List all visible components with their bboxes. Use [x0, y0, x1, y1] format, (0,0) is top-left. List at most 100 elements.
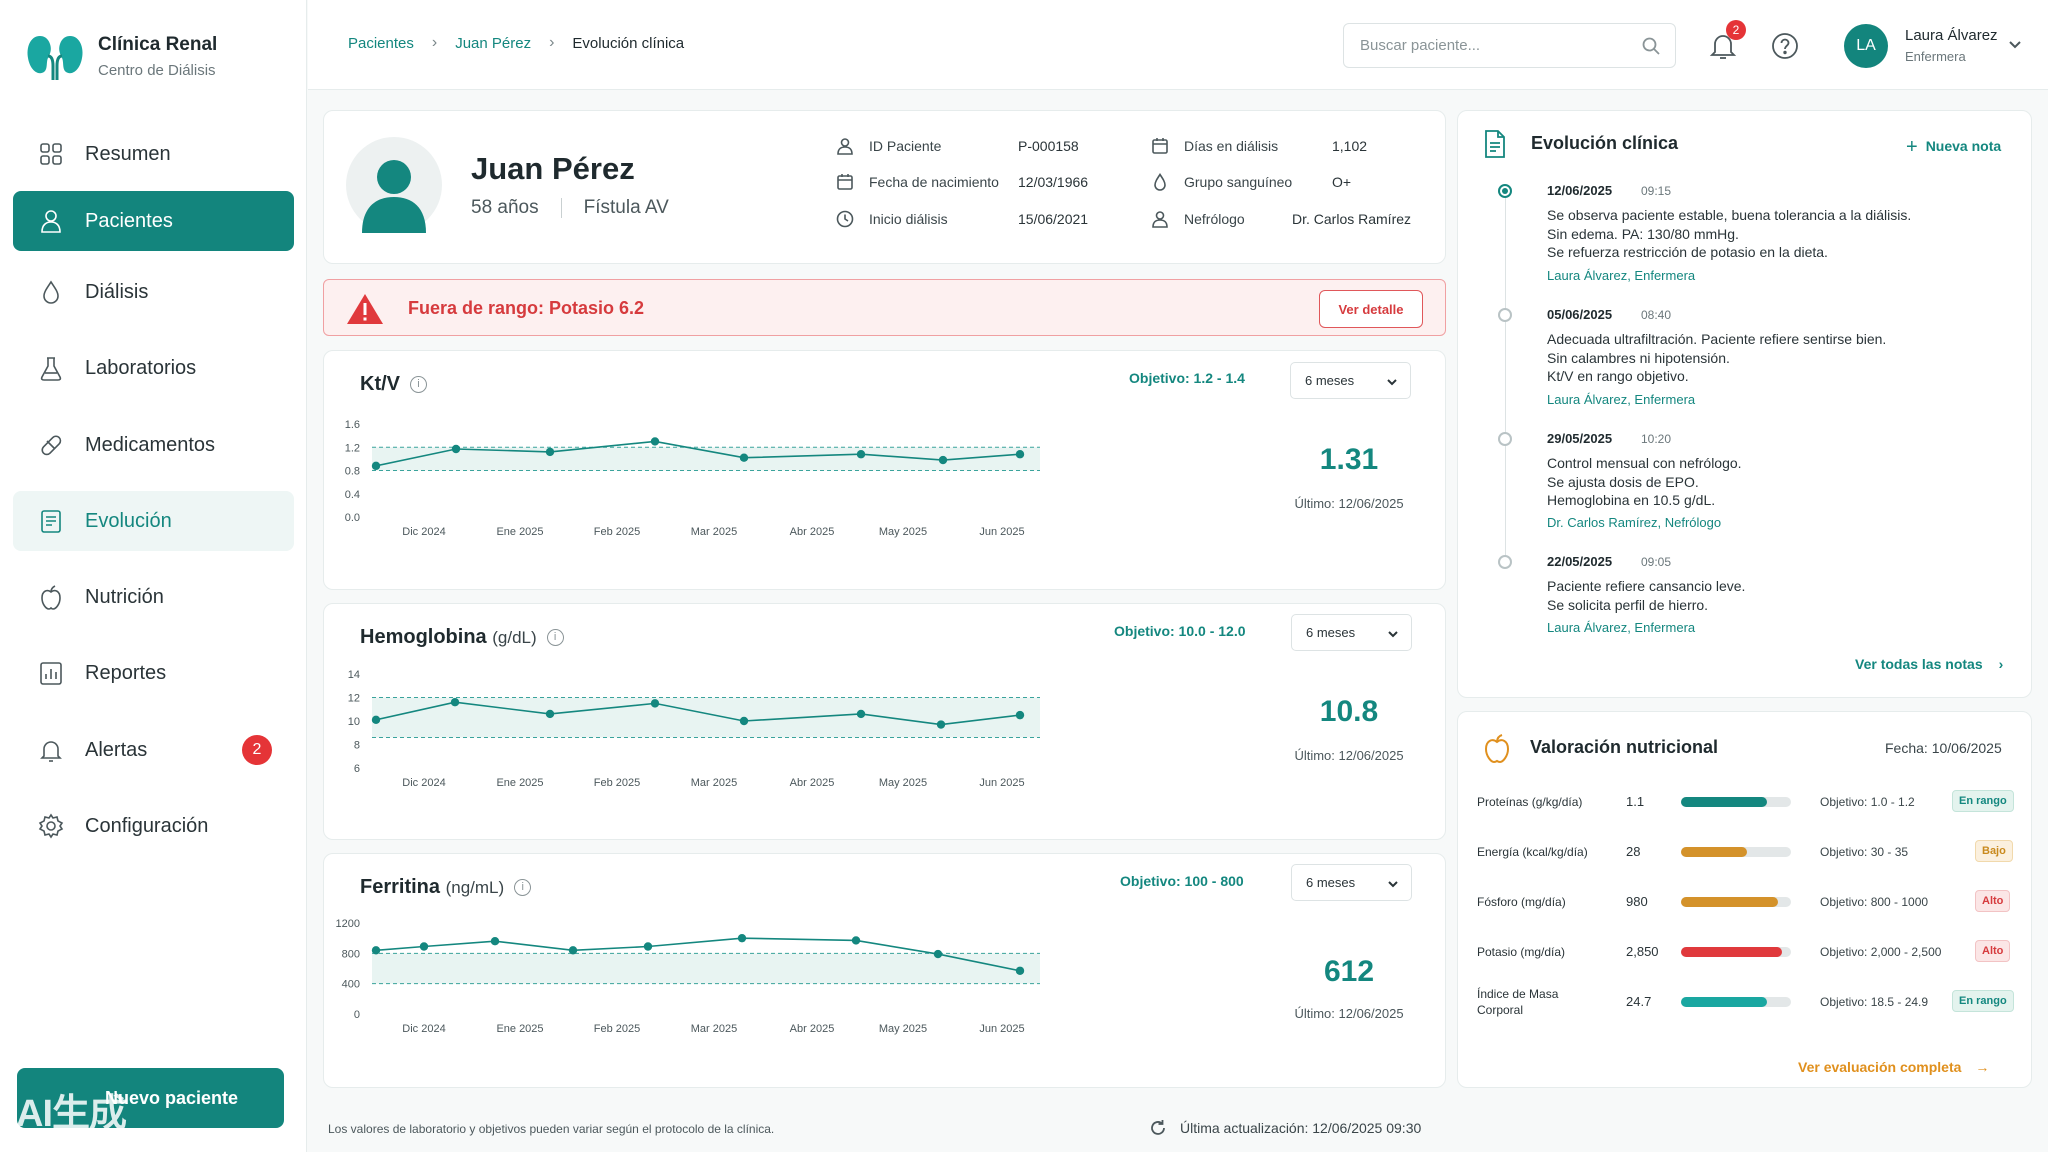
nutrition-bar-fill — [1681, 847, 1747, 857]
x-tick-label: Abr 2025 — [790, 777, 835, 789]
sidebar-item-configuracion[interactable]: Configuración — [13, 796, 294, 856]
target-band — [372, 697, 1040, 738]
chart-card-hemoglobina: Hemoglobina (g/dL) i Objetivo: 10.0 - 12.… — [323, 603, 1446, 840]
new-patient-button[interactable]: Nuevo paciente — [17, 1068, 284, 1128]
range-select[interactable]: 6 meses — [1291, 614, 1412, 651]
bar-chart-icon — [40, 662, 62, 685]
breadcrumb-pacientes[interactable]: Pacientes — [348, 34, 414, 52]
note-time: 08:40 — [1641, 308, 1672, 322]
range-select[interactable]: 6 meses — [1291, 864, 1412, 901]
ferritina-line-chart: 1200 800 400 0 Dic 2024 Ene 2025 Feb 2025 Mar 2… — [336, 918, 1040, 1035]
data-point — [737, 933, 747, 943]
x-tick-label: Jun 2025 — [979, 526, 1024, 538]
chevron-down-icon[interactable] — [2008, 38, 2022, 52]
sidebar-item-label: Diálisis — [85, 280, 149, 303]
patient-age: 58 años — [471, 197, 539, 218]
nutrition-row-objective: Objetivo: 1.0 - 1.2 — [1820, 795, 1915, 809]
data-point — [1015, 450, 1025, 459]
brand[interactable]: Clínica Renal Centro de Diálisis — [26, 28, 217, 84]
sidebar-item-label: Alertas — [85, 738, 148, 761]
note-author[interactable]: Dr. Carlos Ramírez, Nefrólogo — [1547, 515, 1722, 530]
notes-icon — [41, 510, 61, 533]
brand-subtitle: Centro de Diálisis — [98, 61, 216, 79]
data-point — [643, 942, 653, 951]
avatar[interactable]: LA — [1844, 24, 1888, 68]
chevron-down-icon — [1387, 379, 1397, 386]
sidebar-item-resumen[interactable]: Resumen — [13, 124, 294, 184]
nutrition-row-value: 980 — [1626, 894, 1648, 909]
info-icon[interactable]: i — [546, 629, 564, 647]
note-author[interactable]: Laura Álvarez, Enfermera — [1547, 620, 1696, 635]
grid-icon — [40, 143, 62, 165]
note-time: 10:20 — [1641, 432, 1672, 446]
note-author[interactable]: Laura Álvarez, Enfermera — [1547, 268, 1696, 283]
note-line: Kt/V en rango objetivo. — [1547, 368, 1689, 384]
x-tick-label: Jun 2025 — [979, 777, 1024, 789]
pill-icon — [41, 435, 62, 456]
all-notes-link[interactable]: Ver todas las notas › — [1855, 656, 2003, 672]
chevron-down-icon — [1388, 631, 1398, 638]
user-name[interactable]: Laura Álvarez — [1905, 27, 1998, 44]
last-updated: Última actualización: 12/06/2025 09:30 — [1148, 1118, 1421, 1138]
data-point — [371, 946, 381, 955]
sidebar-item-pacientes[interactable]: Pacientes — [13, 191, 294, 251]
search-input[interactable]: Buscar paciente... — [1343, 23, 1676, 68]
field-value: P-000158 — [1018, 138, 1079, 154]
x-tick-label: Mar 2025 — [691, 526, 737, 538]
data-point — [490, 937, 500, 946]
range-select-value: 6 meses — [1306, 625, 1356, 640]
x-tick-label: Mar 2025 — [691, 1023, 737, 1035]
new-note-button[interactable]: + Nueva nota — [1906, 136, 2001, 159]
field-nephrologist: Nefrólogo — [1150, 209, 1245, 229]
evolution-panel: Evolución clínica + Nueva nota — [1457, 110, 2032, 698]
view-detail-button[interactable]: Ver detalle — [1319, 290, 1423, 328]
note-author[interactable]: Laura Álvarez, Enfermera — [1547, 392, 1696, 407]
note-time: 09:05 — [1641, 555, 1672, 569]
brand-title: Clínica Renal — [98, 33, 218, 55]
notifications-bell-icon[interactable] — [1708, 30, 1738, 62]
nutrition-row-objective: Objetivo: 18.5 - 24.9 — [1820, 995, 1929, 1009]
nutrition-bar — [1681, 897, 1791, 907]
info-icon[interactable]: i — [410, 376, 427, 394]
info-icon[interactable]: i — [514, 879, 532, 897]
sidebar-item-laboratorios[interactable]: Laboratorios — [13, 338, 294, 398]
status-badge: Bajo — [1975, 840, 2013, 862]
kidneys-logo — [27, 36, 83, 80]
range-select[interactable]: 6 meses — [1290, 362, 1411, 399]
chart-last-date: Último: 12/06/2025 — [1294, 1006, 1404, 1021]
data-point — [545, 447, 555, 457]
note-date: 22/05/2025 — [1547, 554, 1613, 569]
apple-icon — [41, 585, 61, 610]
note-line: Sin calambres ni hipotensión. — [1547, 350, 1730, 366]
sidebar-item-nutricion[interactable]: Nutrición — [13, 567, 294, 627]
y-tick-label: 12 — [348, 693, 360, 705]
refresh-icon[interactable] — [1148, 1118, 1168, 1138]
chart-title-text: Kt/V — [360, 373, 400, 395]
data-point — [371, 461, 381, 471]
chart-title: Ferritina (ng/mL) i — [360, 876, 532, 899]
note-line: Se observa paciente estable, buena toler… — [1547, 207, 1912, 223]
field-birthdate: Fecha de nacimiento — [835, 172, 999, 192]
breadcrumb-patient[interactable]: Juan Pérez — [455, 34, 532, 52]
data-point — [936, 720, 946, 729]
sidebar-item-alertas[interactable]: Alertas 2 — [13, 720, 294, 780]
chevron-down-icon — [1388, 881, 1398, 888]
nutrition-bar — [1681, 797, 1791, 807]
new-note-label: Nueva nota — [1925, 138, 2002, 154]
nutrition-bar-fill — [1681, 947, 1783, 957]
footnote: Los valores de laboratorio y objetivos p… — [328, 1122, 775, 1136]
status-badge: En rango — [1952, 790, 2014, 812]
sidebar-item-medicamentos[interactable]: Medicamentos — [13, 415, 294, 475]
chart-title: Kt/V i — [360, 373, 427, 396]
sidebar-item-reportes[interactable]: Reportes — [13, 643, 294, 703]
user-icon — [1152, 211, 1168, 228]
x-tick-label: May 2025 — [879, 526, 927, 538]
data-point — [371, 715, 381, 725]
full-evaluation-link[interactable]: Ver evaluación completa → — [1798, 1059, 1989, 1075]
sidebar-item-evolucion[interactable]: Evolución — [13, 491, 294, 551]
help-icon[interactable] — [1771, 32, 1799, 60]
target-band — [372, 447, 1040, 471]
bell-icon — [40, 741, 62, 762]
sidebar-item-dialisis[interactable]: Diálisis — [13, 262, 294, 322]
data-point — [739, 716, 749, 726]
